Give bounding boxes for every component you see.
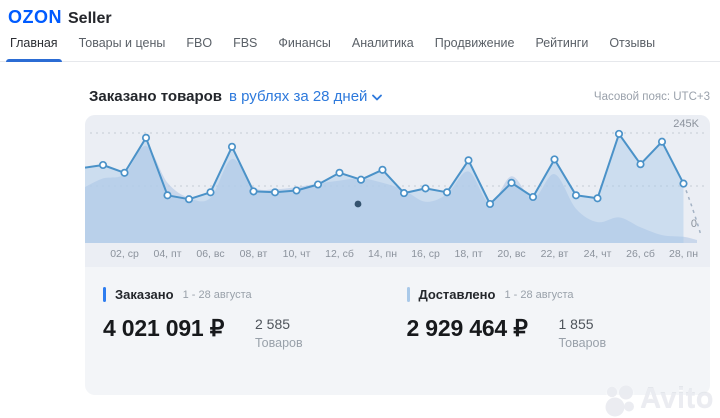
nav-tab-glavnaya[interactable]: Главная — [6, 36, 62, 62]
stat-delivered-header: Доставлено 1 - 28 августа — [406, 287, 711, 302]
ozon-logo: OZON — [8, 7, 62, 27]
x-axis-label: 16, ср — [411, 248, 440, 260]
stat-ordered-count: 2 585 Товаров — [255, 315, 303, 350]
stat-delivered-count: 1 855 Товаров — [559, 315, 607, 350]
stat-ordered-accent-bar — [103, 287, 106, 302]
x-axis-label: 04, пт — [153, 248, 182, 260]
avito-bubbles-icon — [605, 385, 635, 417]
x-axis-label: 10, чт — [282, 248, 311, 260]
globe-dot-icon — [354, 200, 362, 208]
data-point-marker[interactable] — [335, 168, 344, 177]
x-axis-label: 14, пн — [368, 248, 397, 260]
stat-delivered-accent-bar — [406, 287, 410, 302]
data-point-marker[interactable] — [464, 156, 473, 165]
data-point-marker[interactable] — [593, 194, 602, 203]
stat-ordered-body: 4 021 091 ₽ 2 585 Товаров — [103, 315, 407, 350]
orders-chart-canvas[interactable] — [85, 115, 710, 243]
data-point-marker[interactable] — [120, 168, 129, 177]
x-axis-label: 24, чт — [583, 248, 612, 260]
data-point-marker[interactable] — [227, 142, 237, 151]
x-axis-label: 12, сб — [325, 248, 354, 260]
projection-dashed-line — [682, 183, 702, 236]
data-point-marker[interactable] — [206, 188, 215, 197]
stat-delivered-body: 2 929 464 ₽ 1 855 Товаров — [407, 315, 711, 350]
range-selector-dropdown[interactable]: в рублях за 28 дней — [229, 88, 383, 105]
chevron-down-icon — [372, 94, 383, 101]
x-axis-label: 20, вс — [497, 248, 526, 260]
avito-watermark-text: Avito — [640, 382, 714, 415]
nav-tab-fbs[interactable]: FBS — [233, 36, 258, 50]
data-point-marker[interactable] — [507, 178, 516, 187]
x-axis-label: 26, сб — [626, 248, 655, 260]
data-point-marker[interactable] — [550, 155, 559, 164]
y-axis-min-label: 0 — [690, 218, 697, 230]
stat-delivered-count-caption: Товаров — [558, 336, 607, 350]
data-point-marker[interactable] — [614, 129, 624, 138]
data-point-marker[interactable] — [421, 184, 430, 193]
data-point-marker[interactable] — [356, 175, 366, 184]
x-axis-label: 18, пт — [454, 248, 483, 260]
data-point-marker[interactable] — [98, 160, 108, 170]
x-axis: 02, ср 04, пт 06, вс 08, вт 10, чт 12, сб 14, … — [85, 243, 710, 267]
x-axis-label: 02, ср — [110, 248, 139, 260]
stat-ordered-header: Заказано 1 - 28 августа — [103, 287, 407, 302]
main-nav: Главная Товары и цены FBO FBS Финансы Аналити… — [0, 30, 720, 62]
y-axis-max-label: 245K — [673, 118, 699, 130]
stat-delivered-label: Доставлено — [418, 287, 496, 302]
data-point-marker[interactable] — [657, 137, 667, 146]
chart-toolbar: Заказано товаров в рублях за 28 дней Час… — [89, 88, 710, 105]
nav-tab-otzyvy[interactable]: Отзывы — [609, 36, 656, 50]
stat-ordered-value: 4 021 091 ₽ — [103, 315, 225, 341]
data-point-marker[interactable] — [163, 191, 172, 200]
stat-delivered: Доставлено 1 - 28 августа 2 929 464 ₽ 1 … — [406, 287, 711, 350]
nav-tab-prodvizhenie[interactable]: Продвижение — [434, 36, 515, 50]
summary-stats: Заказано 1 - 28 августа 4 021 091 ₽ 2 58… — [85, 267, 710, 350]
data-point-marker[interactable] — [679, 179, 688, 188]
nav-tab-finansy[interactable]: Финансы — [278, 36, 331, 50]
nav-tab-reytingi[interactable]: Рейтинги — [535, 36, 589, 50]
data-point-marker[interactable] — [485, 199, 495, 209]
data-point-marker[interactable] — [141, 133, 151, 142]
x-axis-label: 22, вт — [540, 248, 569, 260]
x-axis-label: 28, пн — [669, 248, 698, 260]
chart-plot-area[interactable]: 245K 0 02, ср 04, пт 06, вс 08, вт 10, чт 12,… — [85, 115, 710, 267]
range-selector-label: в рублях за 28 дней — [229, 88, 368, 105]
stat-delivered-period: 1 - 28 августа — [504, 288, 574, 301]
orders-widget-card: 245K 0 02, ср 04, пт 06, вс 08, вт 10, чт 12,… — [85, 115, 710, 395]
nav-tab-analitika[interactable]: Аналитика — [351, 36, 414, 50]
data-point-marker[interactable] — [249, 187, 258, 196]
stat-delivered-value: 2 929 464 ₽ — [406, 315, 528, 341]
data-point-marker[interactable] — [442, 188, 452, 197]
data-point-marker[interactable] — [378, 165, 387, 174]
app-header: OZON Seller — [0, 0, 720, 30]
stat-ordered-period: 1 - 28 августа — [182, 288, 252, 301]
stat-ordered: Заказано 1 - 28 августа 4 021 091 ₽ 2 58… — [103, 287, 407, 350]
data-point-marker[interactable] — [270, 188, 280, 197]
x-axis-label: 06, вс — [196, 248, 225, 260]
previous-period-area — [85, 145, 697, 243]
stat-ordered-count-number: 2 585 — [255, 316, 291, 332]
current-period-area-fill — [85, 133, 684, 243]
chart-title: Заказано товаров — [89, 88, 222, 105]
timezone-label: Часовой пояс: UTC+3 — [593, 90, 710, 103]
data-point-marker[interactable] — [399, 189, 409, 198]
avito-watermark: Avito — [604, 381, 714, 417]
data-point-marker[interactable] — [184, 195, 194, 204]
nav-tab-fbo[interactable]: FBO — [186, 36, 213, 50]
stat-ordered-label: Заказано — [115, 287, 174, 302]
data-point-marker[interactable] — [313, 180, 323, 189]
x-axis-label: 08, вт — [239, 248, 268, 260]
nav-tab-tovary-i-tseny[interactable]: Товары и цены — [78, 36, 166, 50]
data-point-marker[interactable] — [292, 186, 301, 195]
seller-label: Seller — [68, 10, 112, 27]
data-point-marker[interactable] — [636, 160, 645, 169]
stat-ordered-count-caption: Товаров — [255, 336, 303, 350]
stat-delivered-count-number: 1 855 — [558, 316, 594, 332]
data-point-marker[interactable] — [571, 191, 581, 200]
data-point-marker[interactable] — [528, 192, 538, 202]
